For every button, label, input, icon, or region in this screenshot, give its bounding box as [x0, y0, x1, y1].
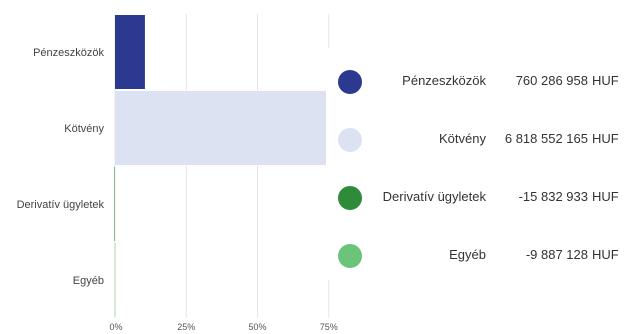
- legend-item: Egyéb -9 887 128 HUF: [326, 237, 629, 277]
- legend-swatch: [338, 186, 362, 210]
- legend-item: Pénzeszközök 760 286 958 HUF: [326, 63, 629, 103]
- bar: [114, 243, 116, 317]
- category-label: Egyéb: [73, 275, 104, 287]
- x-axis-ticks: 0% 25% 50% 75%: [109, 322, 337, 332]
- legend-unit: HUF: [592, 247, 619, 262]
- x-tick-label: 50%: [248, 322, 266, 332]
- bar: [115, 15, 145, 89]
- category-label: Kötvény: [64, 123, 104, 135]
- legend-item: Derivatív ügyletek -15 832 933 HUF: [326, 179, 629, 219]
- legend-label: Egyéb: [449, 247, 486, 262]
- legend-value: 6 818 552 165: [504, 131, 588, 146]
- legend-value: 760 286 958: [515, 73, 588, 88]
- legend-unit: HUF: [592, 73, 619, 88]
- category-label: Derivatív ügyletek: [17, 199, 105, 211]
- x-tick-label: 0%: [109, 322, 122, 332]
- legend-label: Pénzeszközök: [402, 73, 486, 88]
- category-labels: Pénzeszközök Kötvény Derivatív ügyletek Egy…: [17, 47, 105, 287]
- x-tick-label: 75%: [320, 322, 338, 332]
- bar: [114, 167, 115, 241]
- legend-swatch: [338, 128, 362, 152]
- x-tick-label: 25%: [177, 322, 195, 332]
- legend-item: Kötvény 6 818 552 165 HUF: [326, 121, 629, 161]
- category-label: Pénzeszközök: [33, 47, 104, 59]
- legend-label: Derivatív ügyletek: [382, 189, 486, 204]
- legend-swatch: [338, 244, 362, 268]
- legend-unit: HUF: [592, 131, 619, 146]
- chart-gridlines: [114, 14, 330, 318]
- legend-value: -15 832 933: [518, 189, 588, 204]
- legend-swatch: [338, 70, 362, 94]
- legend-value: -9 887 128: [525, 247, 588, 262]
- legend-panel: Pénzeszközök 760 286 958 HUF Kötvény 6 8…: [326, 48, 629, 280]
- legend-unit: HUF: [592, 189, 619, 204]
- legend-label: Kötvény: [439, 131, 486, 146]
